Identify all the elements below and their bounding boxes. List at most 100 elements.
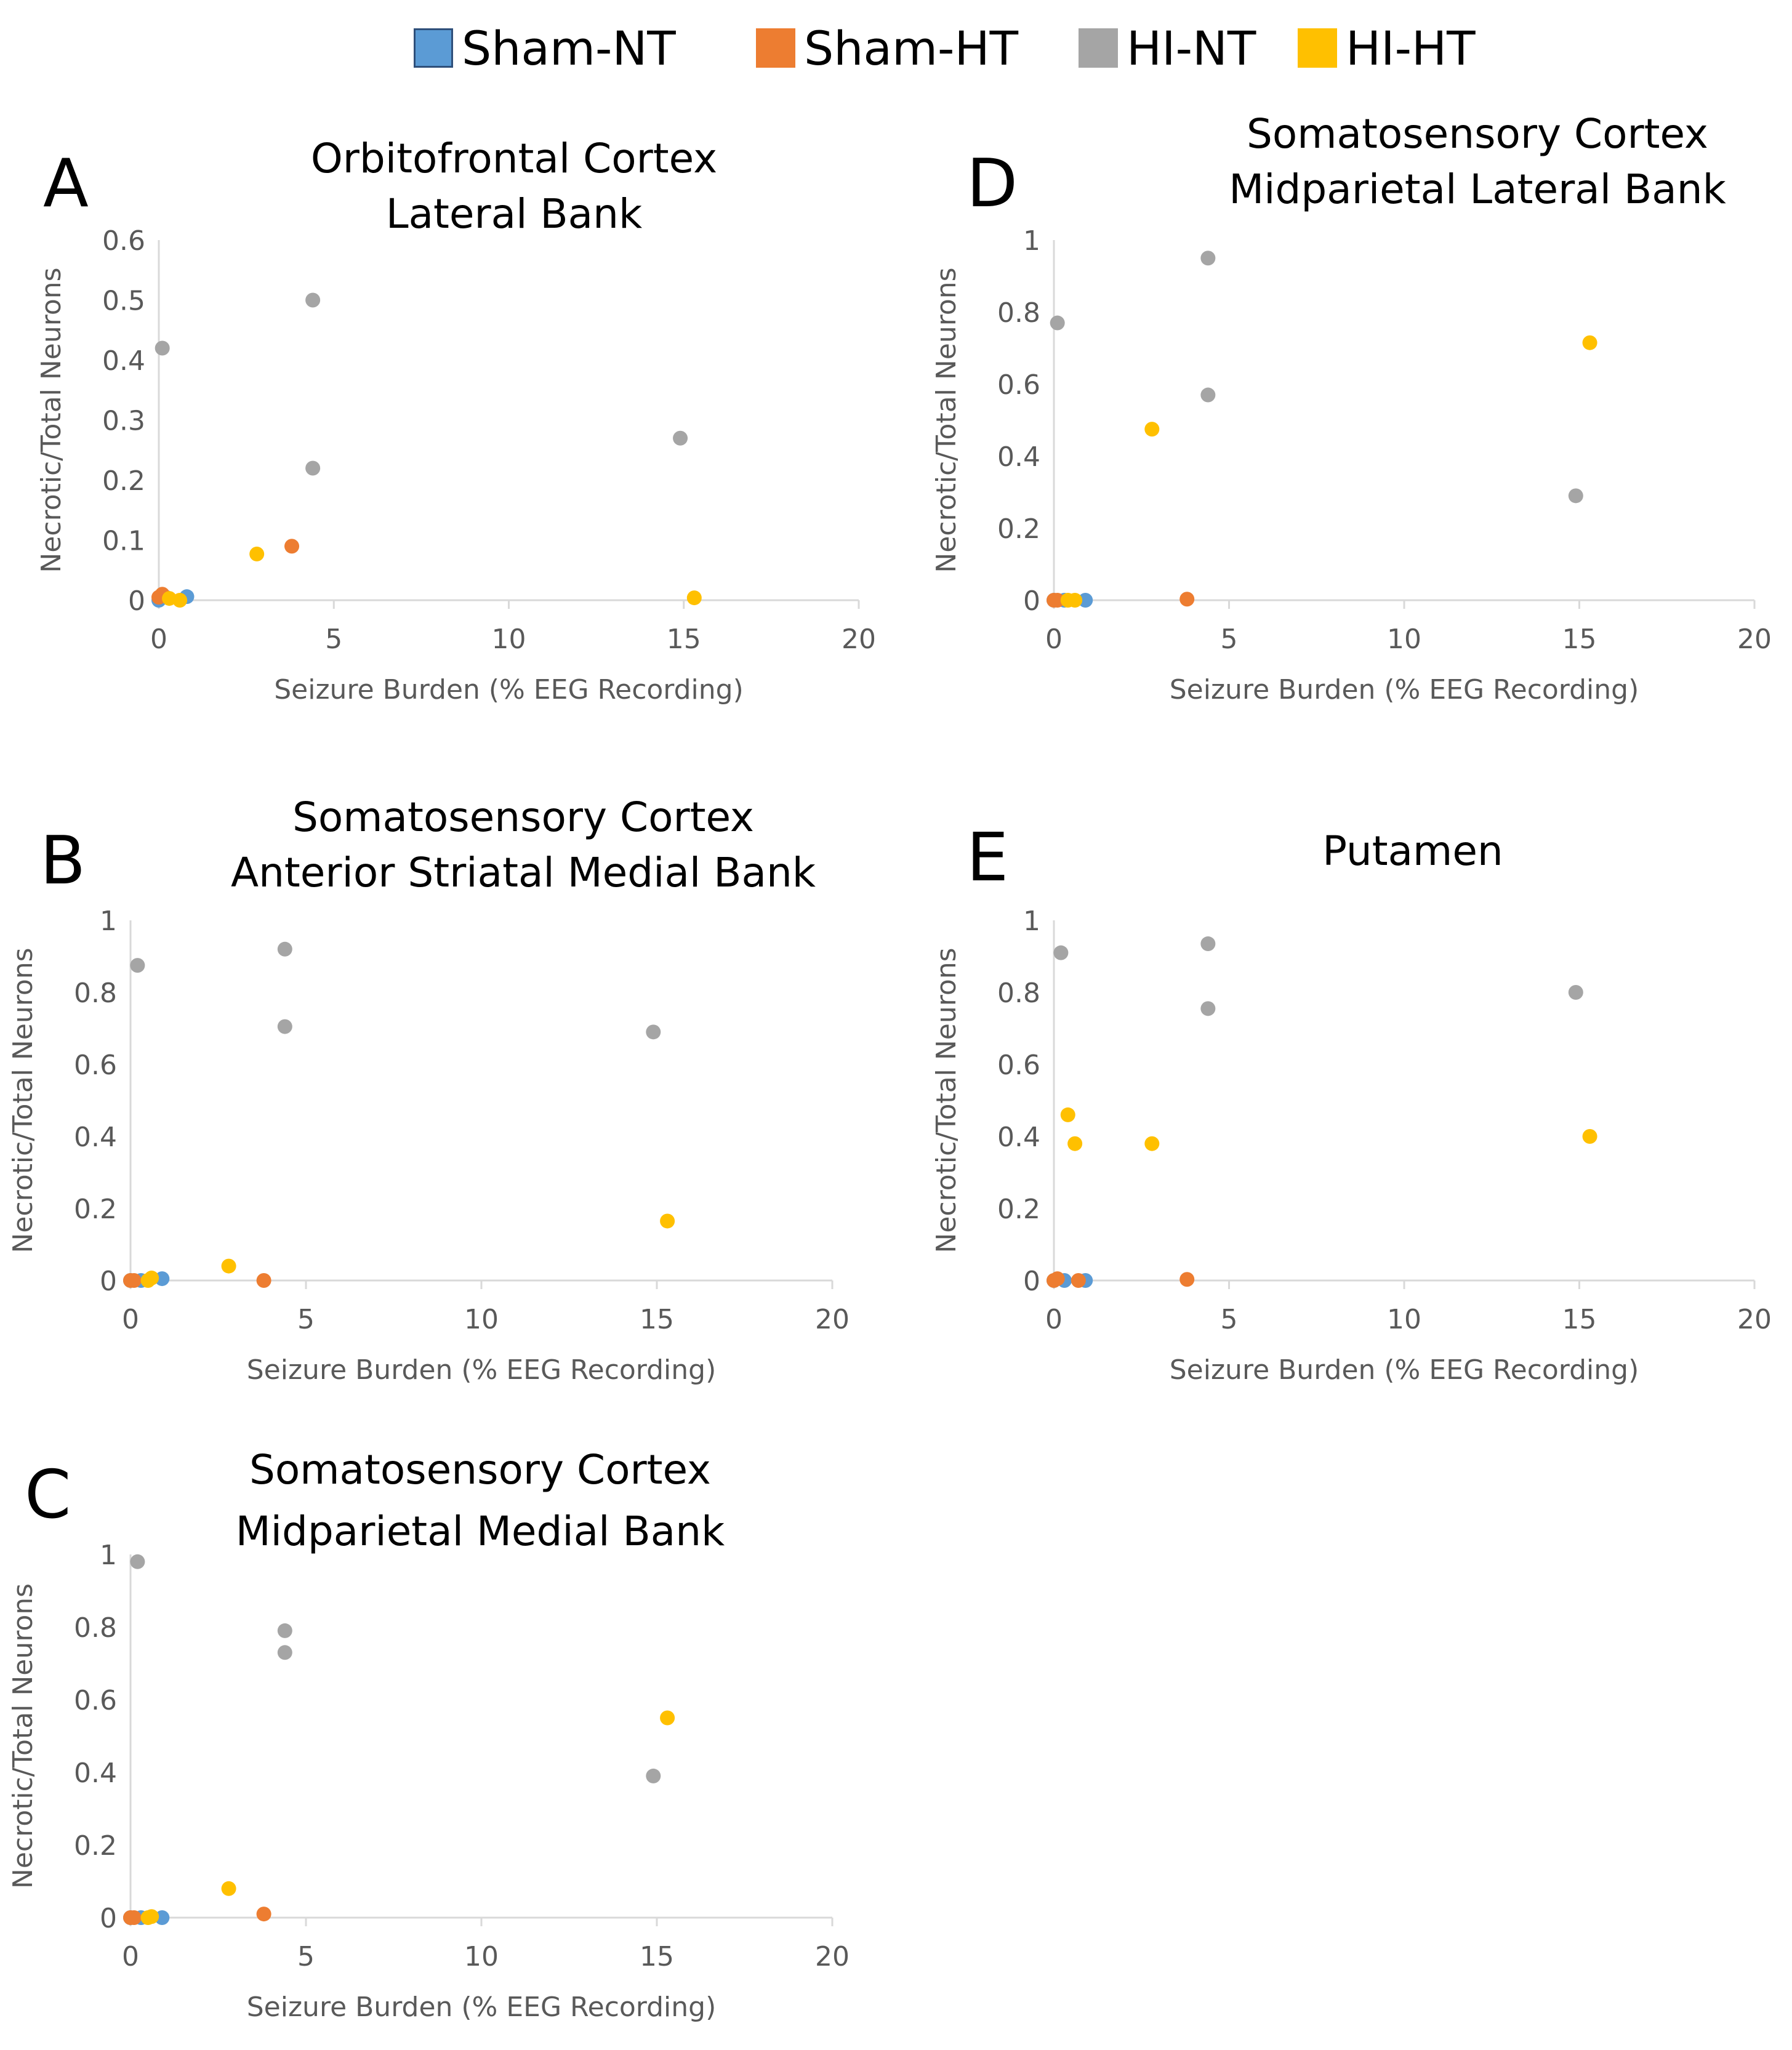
panel-letter: D	[966, 145, 1018, 222]
y-tick-label: 0.4	[997, 1122, 1040, 1153]
data-point-sham-ht	[1179, 592, 1195, 607]
legend-swatch	[756, 28, 795, 68]
x-tick-label: 0	[122, 1941, 139, 1972]
y-tick-label: 0.6	[74, 1685, 117, 1716]
panel-letter: C	[25, 1457, 71, 1533]
chart-legend: Sham-NT Sham-HT HI-NT HI-HT	[0, 0, 1792, 86]
data-point-sham-ht	[256, 1907, 271, 1922]
scatter-chart-b: B Somatosensory Cortex Anterior Striatal M…	[7, 794, 850, 1386]
y-tick-label: 1	[100, 906, 117, 937]
data-point-hi-ht	[221, 1258, 236, 1274]
y-tick-label: 0.6	[102, 225, 145, 257]
chart-title: Midparietal Medial Bank	[236, 1508, 725, 1555]
chart-title: Orbitofrontal Cortex	[311, 135, 717, 182]
data-point-sham-ht	[1050, 1271, 1065, 1287]
chart-title: Anterior Striatal Medial Bank	[231, 849, 816, 896]
panel-d: D Somatosensory Cortex Midparietal Lateral…	[896, 105, 1792, 733]
x-tick-label: 0	[150, 624, 167, 655]
y-tick-label: 0.8	[997, 978, 1040, 1009]
chart-title: Putamen	[1322, 827, 1503, 875]
y-tick-label: 0	[1023, 585, 1040, 617]
data-point-hi-ht	[1060, 1107, 1075, 1122]
panel-letter: A	[43, 145, 89, 222]
y-axis-title: Necrotic/Total Neurons	[931, 267, 962, 573]
x-axis-title: Seizure Burden (% EEG Recording)	[247, 1992, 717, 2023]
x-tick-label: 20	[815, 1304, 850, 1335]
scatter-chart-d: D Somatosensory Cortex Midparietal Lateral…	[931, 110, 1772, 705]
panel-letter: B	[40, 822, 86, 899]
y-tick-label: 0.6	[74, 1050, 117, 1081]
data-point-hi-nt	[305, 292, 321, 308]
x-tick-label: 5	[325, 624, 342, 655]
data-point-hi-nt	[1200, 251, 1216, 266]
data-point-hi-nt	[646, 1024, 661, 1040]
x-axis-title: Seizure Burden (% EEG Recording)	[274, 674, 744, 705]
scatter-chart-a: A Orbitofrontal Cortex Lateral Bank 0 5 10 15 2…	[36, 135, 876, 705]
data-point-hi-nt	[673, 430, 688, 446]
data-point-sham-ht	[284, 539, 300, 554]
data-point-hi-ht	[144, 1909, 159, 1924]
legend-item-hi-ht: HI-HT	[1298, 21, 1476, 76]
y-axis-title: Necrotic/Total Neurons	[7, 1583, 39, 1889]
x-axis-title: Seizure Burden (% EEG Recording)	[1170, 1354, 1639, 1386]
data-point-hi-nt	[1200, 387, 1216, 403]
legend-label: HI-NT	[1127, 20, 1256, 76]
y-tick-label: 1	[1023, 225, 1040, 257]
data-point-hi-ht	[1067, 1136, 1083, 1151]
data-point-hi-nt	[277, 1019, 292, 1034]
chart-title: Somatosensory Cortex	[1247, 110, 1708, 158]
x-tick-label: 20	[815, 1941, 850, 1972]
legend-item-sham-ht: Sham-HT	[756, 21, 1018, 76]
chart-title: Lateral Bank	[386, 190, 643, 238]
panel-b: B Somatosensory Cortex Anterior Striatal M…	[0, 782, 896, 1410]
data-point-hi-nt	[277, 1623, 292, 1638]
data-point-sham-ht	[126, 1273, 142, 1288]
legend-item-sham-nt: Sham-NT	[414, 20, 676, 76]
y-tick-label: 0.8	[997, 297, 1040, 329]
y-tick-label: 0.5	[102, 286, 145, 317]
panel-e: E Putamen 0 5 10 15 20 0 0.2 0.4 0.6 0.8 1 Seizure Bu…	[896, 782, 1792, 1410]
data-point-hi-ht	[686, 590, 702, 606]
legend-swatch	[1079, 28, 1118, 68]
x-tick-label: 0	[1045, 1304, 1063, 1335]
legend-item-hi-nt: HI-NT	[1079, 20, 1256, 76]
y-tick-label: 0	[100, 1266, 117, 1297]
data-point-hi-ht	[172, 593, 188, 608]
data-point-hi-ht	[1144, 1136, 1160, 1151]
x-tick-label: 15	[640, 1304, 674, 1335]
y-tick-label: 0.4	[102, 345, 145, 377]
x-tick-label: 20	[1737, 624, 1772, 655]
data-point-hi-ht	[221, 1881, 236, 1896]
y-tick-label: 1	[1023, 906, 1040, 937]
data-point-hi-ht	[249, 546, 265, 561]
legend-swatch	[414, 28, 453, 68]
y-tick-label: 0.2	[102, 465, 145, 497]
data-point-hi-nt	[646, 1768, 661, 1783]
y-tick-label: 0.6	[997, 1050, 1040, 1081]
data-point-sham-ht	[126, 1910, 142, 1925]
x-tick-label: 0	[1045, 624, 1063, 655]
y-tick-label: 0.4	[74, 1122, 117, 1153]
x-tick-label: 15	[1562, 1304, 1597, 1335]
data-point-sham-ht	[1050, 593, 1065, 608]
x-tick-label: 10	[464, 1941, 499, 1972]
data-point-sham-nt	[1078, 593, 1093, 608]
y-tick-label: 0.2	[997, 1194, 1040, 1225]
y-tick-label: 0.8	[74, 978, 117, 1009]
legend-swatch	[1298, 28, 1337, 68]
x-tick-label: 10	[492, 624, 526, 655]
y-tick-label: 0	[1023, 1266, 1040, 1297]
x-tick-label: 5	[297, 1941, 315, 1972]
data-point-hi-ht	[1144, 422, 1160, 437]
chart-title: Somatosensory Cortex	[292, 794, 754, 841]
scatter-chart-c: C Somatosensory Cortex Midparietal Medial …	[7, 1446, 850, 2023]
x-tick-label: 20	[1737, 1304, 1772, 1335]
x-tick-label: 10	[1387, 624, 1421, 655]
y-tick-label: 0.6	[997, 369, 1040, 401]
data-point-hi-nt	[1050, 315, 1065, 331]
legend-label: Sham-NT	[462, 20, 676, 76]
data-point-hi-ht	[144, 1270, 159, 1285]
data-point-hi-nt	[1568, 985, 1583, 1000]
y-tick-label: 0	[100, 1903, 117, 1934]
y-tick-label: 0.2	[74, 1830, 117, 1862]
